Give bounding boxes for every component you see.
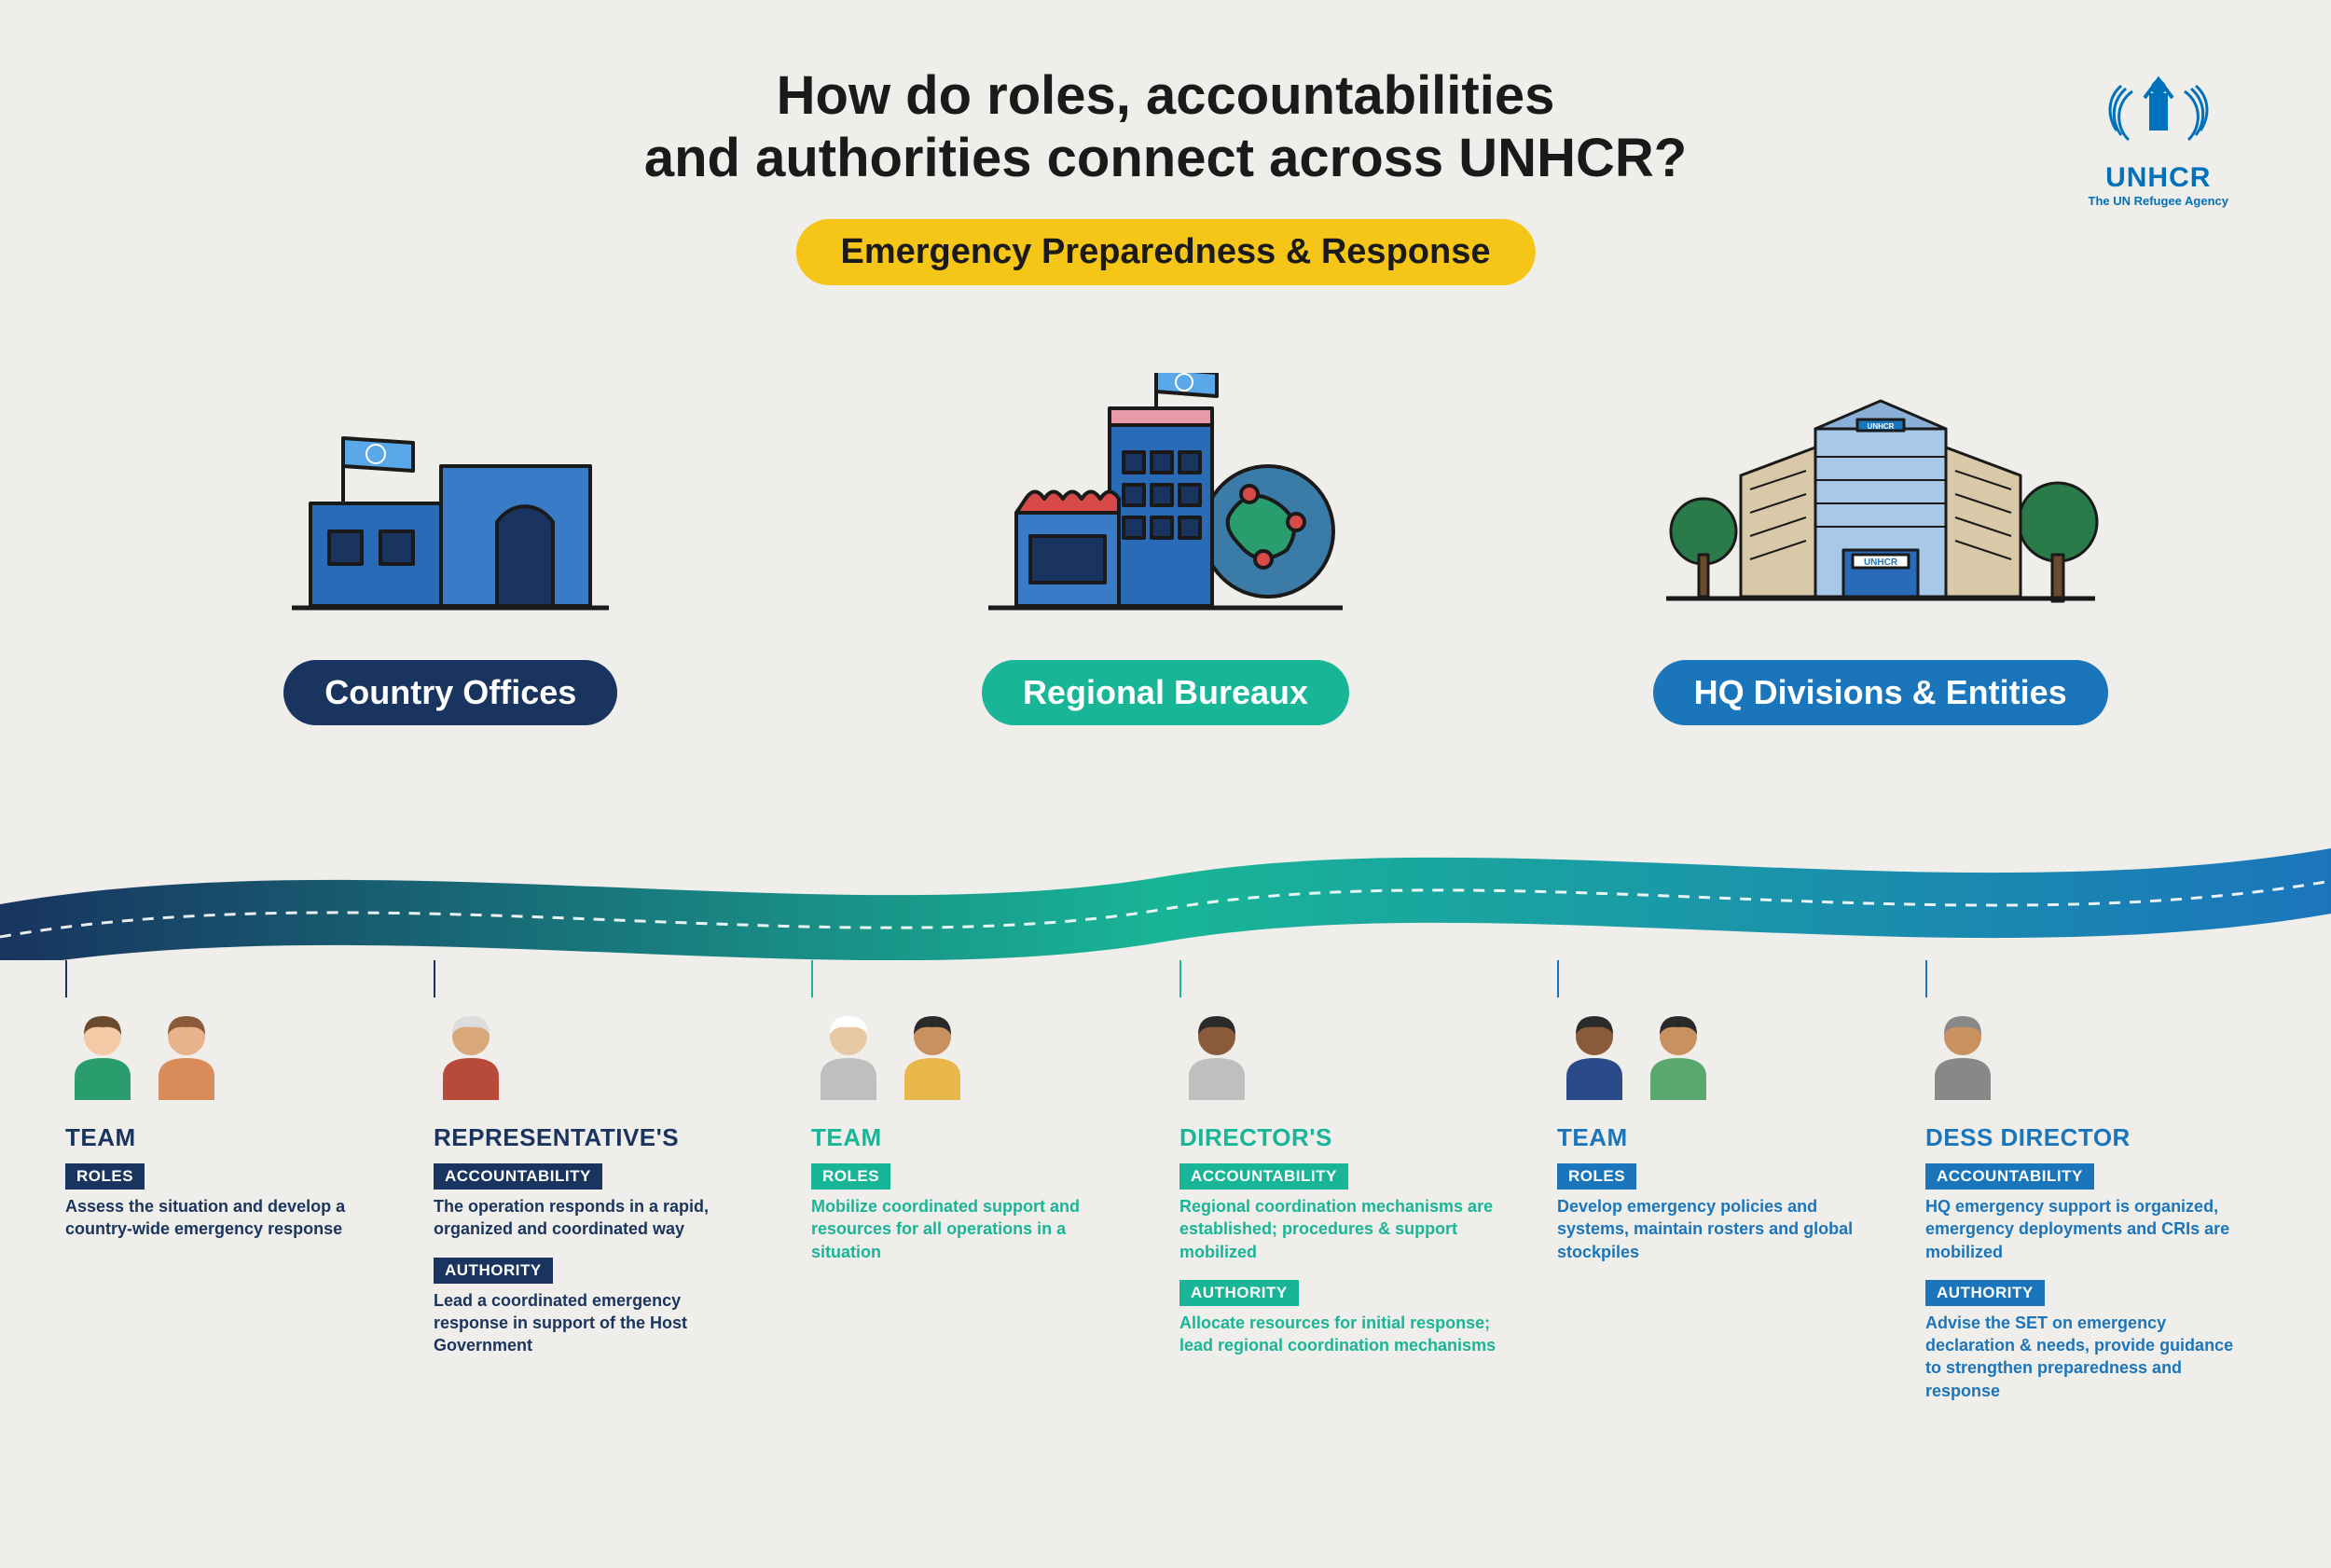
person-icon — [1557, 1007, 1632, 1100]
desc-text: Lead a coordinated emergency response in… — [434, 1289, 751, 1357]
tag-label: ROLES — [811, 1163, 890, 1190]
tag-label: ROLES — [1557, 1163, 1636, 1190]
sub-column: TEAM ROLES Develop emergency policies and … — [1557, 960, 1897, 1419]
desc-text: Regional coordination mechanisms are est… — [1179, 1195, 1497, 1263]
sub-title: TEAM — [65, 1123, 406, 1152]
page-title: How do roles, accountabilities and autho… — [644, 65, 1687, 189]
unhcr-logo-icon — [2093, 65, 2224, 158]
tag-label: ACCOUNTABILITY — [1925, 1163, 2094, 1190]
pill-regional: Regional Bureaux — [982, 660, 1349, 725]
people-row — [434, 1007, 774, 1105]
pill-country: Country Offices — [283, 660, 617, 725]
tag-label: AUTHORITY — [1925, 1280, 2045, 1306]
svg-text:UNHCR: UNHCR — [1867, 422, 1894, 431]
group-regional: TEAM ROLES Mobilize coordinated support an… — [811, 960, 1520, 1419]
stem-line — [1925, 960, 1927, 997]
bottom-row: TEAM ROLES Assess the situation and develo… — [0, 960, 2331, 1419]
person-icon — [1641, 1007, 1716, 1100]
stem-line — [65, 960, 67, 997]
sub-title: TEAM — [1557, 1123, 1897, 1152]
regional-bureaux-illustration — [876, 373, 1455, 634]
sub-column: DESS DIRECTOR ACCOUNTABILITY HQ emergency … — [1925, 960, 2266, 1419]
col-hq: UNHCR UNHCR HQ Divisions & Entities — [1592, 373, 2170, 725]
country-offices-illustration — [161, 373, 739, 634]
title-block: How do roles, accountabilities and autho… — [644, 65, 1687, 285]
col-regional: Regional Bureaux — [876, 373, 1455, 725]
title-line2: and authorities connect across UNHCR? — [644, 128, 1687, 188]
group-country: TEAM ROLES Assess the situation and develo… — [65, 960, 774, 1419]
people-row — [1557, 1007, 1897, 1105]
tag-label: AUTHORITY — [1179, 1280, 1299, 1306]
desc-text: Advise the SET on emergency declaration … — [1925, 1312, 2242, 1402]
sub-title: TEAM — [811, 1123, 1152, 1152]
subtitle-pill: Emergency Preparedness & Response — [796, 219, 1536, 285]
stem-line — [1179, 960, 1181, 997]
stem-line — [434, 960, 435, 997]
stem-line — [1557, 960, 1559, 997]
desc-text: Develop emergency policies and systems, … — [1557, 1195, 1874, 1263]
desc-text: Assess the situation and develop a count… — [65, 1195, 382, 1241]
sub-column: DIRECTOR'S ACCOUNTABILITY Regional coordin… — [1179, 960, 1520, 1419]
tag-label: ACCOUNTABILITY — [434, 1163, 602, 1190]
person-icon — [1179, 1007, 1254, 1100]
sub-title: DESS DIRECTOR — [1925, 1123, 2266, 1152]
columns-row: Country Offices — [0, 373, 2331, 725]
sub-title: REPRESENTATIVE'S — [434, 1123, 774, 1152]
tag-label: ROLES — [65, 1163, 145, 1190]
col-country: Country Offices — [161, 373, 739, 725]
sub-column: TEAM ROLES Mobilize coordinated support an… — [811, 960, 1152, 1419]
svg-text:UNHCR: UNHCR — [1864, 557, 1898, 568]
logo-tagline: The UN Refugee Agency — [2089, 194, 2229, 208]
person-icon — [1925, 1007, 2000, 1100]
person-icon — [65, 1007, 140, 1100]
person-icon — [895, 1007, 970, 1100]
sub-column: REPRESENTATIVE'S ACCOUNTABILITY The operat… — [434, 960, 774, 1419]
desc-text: Mobilize coordinated support and resourc… — [811, 1195, 1128, 1263]
desc-text: HQ emergency support is organized, emerg… — [1925, 1195, 2242, 1263]
people-row — [65, 1007, 406, 1105]
desc-text: Allocate resources for initial response;… — [1179, 1312, 1497, 1357]
sub-title: DIRECTOR'S — [1179, 1123, 1520, 1152]
logo-name: UNHCR — [2089, 162, 2229, 194]
tag-label: AUTHORITY — [434, 1258, 553, 1284]
stem-line — [811, 960, 813, 997]
people-row — [1179, 1007, 1520, 1105]
wave-connector — [0, 811, 2331, 960]
title-line1: How do roles, accountabilities — [777, 65, 1555, 126]
tag-label: ACCOUNTABILITY — [1179, 1163, 1348, 1190]
person-icon — [434, 1007, 508, 1100]
hq-illustration: UNHCR UNHCR — [1592, 373, 2170, 634]
group-hq: TEAM ROLES Develop emergency policies and … — [1557, 960, 2266, 1419]
pill-hq: HQ Divisions & Entities — [1653, 660, 2108, 725]
person-icon — [811, 1007, 886, 1100]
person-icon — [149, 1007, 224, 1100]
people-row — [1925, 1007, 2266, 1105]
people-row — [811, 1007, 1152, 1105]
sub-column: TEAM ROLES Assess the situation and develo… — [65, 960, 406, 1419]
unhcr-logo: UNHCR The UN Refugee Agency — [2089, 65, 2229, 208]
desc-text: The operation responds in a rapid, organ… — [434, 1195, 751, 1241]
